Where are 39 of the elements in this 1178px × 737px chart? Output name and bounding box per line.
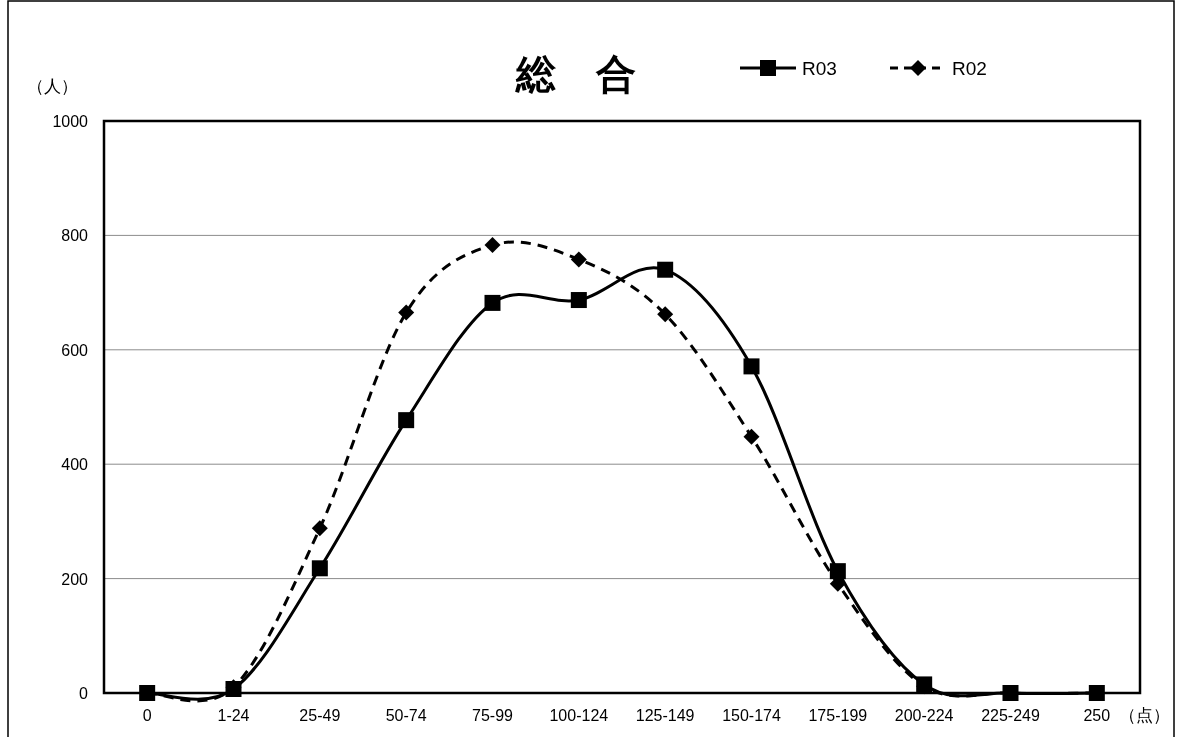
point [484, 294, 501, 311]
legend-label: R03 [802, 58, 837, 79]
y-tick-label: 400 [61, 456, 89, 474]
point [311, 520, 328, 537]
x-tick-label: 200-224 [894, 707, 954, 724]
point [829, 563, 846, 580]
x-tick-label: 50-74 [385, 707, 427, 724]
x-tick-label: 150-174 [722, 707, 781, 724]
x-tick-label: 100-124 [549, 707, 609, 724]
x-tick-label: 175-199 [808, 707, 868, 724]
x-tick-label: 0 [142, 707, 152, 724]
legend-label: R02 [952, 58, 987, 79]
x-axis-title: （点） [1118, 706, 1170, 725]
x-tick-label: 75-99 [472, 707, 514, 724]
point [139, 685, 156, 701]
point [311, 560, 328, 577]
point [570, 292, 587, 309]
y-axis-title: （人） [27, 77, 78, 96]
point [484, 237, 501, 254]
point [657, 306, 674, 323]
point [1088, 685, 1105, 701]
x-tick-label: 225-249 [981, 707, 1040, 724]
x-tick-label: 25-49 [299, 707, 341, 724]
point [398, 412, 415, 429]
y-tick-label: 200 [61, 570, 89, 588]
chart-title: 総 合 [515, 52, 636, 96]
point [1002, 685, 1019, 701]
point [570, 251, 587, 268]
point [743, 428, 760, 445]
point [743, 358, 760, 375]
x-tick-label: 1-24 [217, 707, 250, 724]
y-tick-label: 600 [61, 341, 89, 359]
x-tick-label: 125-149 [635, 707, 695, 724]
point [657, 261, 674, 278]
y-tick-label: 0 [79, 685, 89, 702]
x-tick-label: 250 [1083, 707, 1111, 724]
y-tick-label: 800 [61, 227, 89, 245]
y-tick-label: 1000 [52, 113, 89, 130]
point [398, 304, 415, 321]
